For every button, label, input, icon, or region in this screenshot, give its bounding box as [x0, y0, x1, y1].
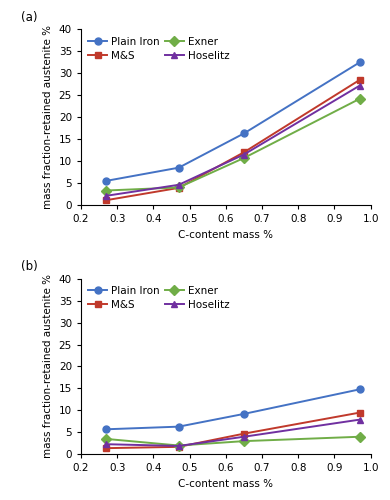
Y-axis label: mass fraction-retained austenite %: mass fraction-retained austenite % — [43, 274, 53, 458]
Legend: Plain Iron, M&S, Exner, Hoselitz: Plain Iron, M&S, Exner, Hoselitz — [86, 284, 232, 312]
X-axis label: C-content mass %: C-content mass % — [178, 479, 273, 489]
X-axis label: C-content mass %: C-content mass % — [178, 230, 273, 239]
Legend: Plain Iron, M&S, Exner, Hoselitz: Plain Iron, M&S, Exner, Hoselitz — [86, 34, 232, 63]
Text: (b): (b) — [21, 260, 37, 274]
Text: (a): (a) — [21, 11, 37, 24]
Y-axis label: mass fraction-retained austenite %: mass fraction-retained austenite % — [43, 25, 53, 209]
